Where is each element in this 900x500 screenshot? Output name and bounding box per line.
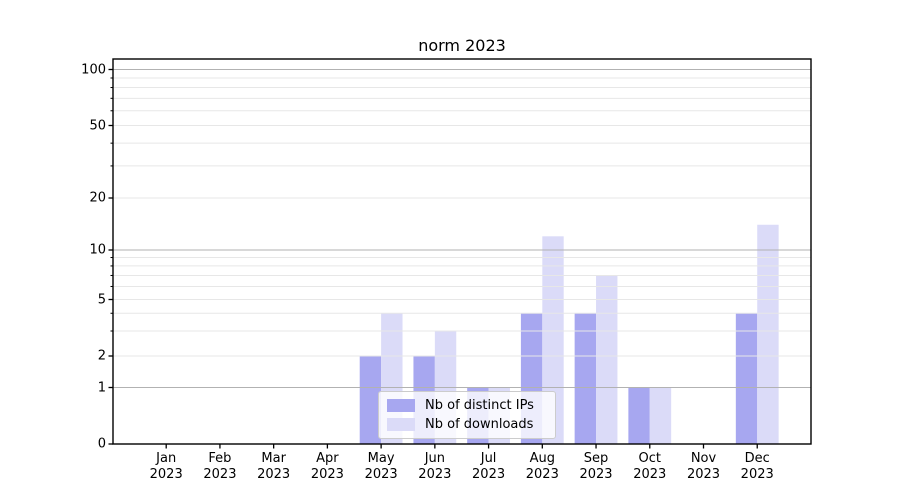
x-tick-label-aug-2023: Aug 2023 [525, 451, 559, 482]
x-tick-label-oct-2023: Oct 2023 [633, 451, 667, 482]
plot-border [112, 58, 812, 445]
legend-swatch-distinct-ips-icon [387, 399, 415, 412]
bar-nb-of-downloads-oct-2023 [649, 387, 672, 444]
x-tick-label-sep-2023: Sep 2023 [579, 451, 613, 482]
y-tick-label-5: 5 [97, 292, 106, 307]
bar-nb-of-distinct-ips-dec-2023 [735, 313, 758, 444]
bar-nb-of-distinct-ips-sep-2023 [574, 313, 597, 444]
bar-nb-of-downloads-sep-2023 [596, 275, 618, 444]
x-tick-label-jan-2023: Jan 2023 [149, 451, 183, 482]
bar-nb-of-distinct-ips-may-2023 [359, 356, 382, 444]
y-tick-label-10: 10 [89, 242, 106, 258]
chart-title: norm 2023 [418, 36, 506, 55]
legend: Nb of distinct IPs Nb of downloads [378, 391, 556, 439]
y-tick-label-0: 0 [97, 436, 106, 452]
y-tick-label-100: 100 [81, 62, 106, 77]
y-tick-label-20: 20 [89, 190, 106, 206]
x-tick-label-jul-2023: Jul 2023 [472, 451, 506, 482]
y-tick-label-2: 2 [97, 348, 106, 364]
legend-label-distinct-ips: Nb of distinct IPs [425, 398, 534, 413]
x-tick-label-nov-2023: Nov 2023 [686, 451, 721, 482]
x-tick-label-feb-2023: Feb 2023 [203, 451, 237, 482]
x-tick-label-mar-2023: Mar 2023 [257, 451, 291, 482]
legend-label-downloads: Nb of downloads [425, 417, 534, 432]
bar-nb-of-downloads-dec-2023 [757, 224, 779, 444]
legend-swatch-downloads-icon [387, 418, 415, 431]
x-tick-label-may-2023: May 2023 [364, 451, 398, 482]
y-tick-label-1: 1 [97, 380, 106, 395]
x-tick-label-dec-2023: Dec 2023 [740, 451, 774, 482]
legend-item-distinct-ips: Nb of distinct IPs [387, 398, 547, 413]
y-tick-label-50: 50 [89, 118, 106, 133]
x-tick-label-apr-2023: Apr 2023 [310, 451, 344, 482]
bar-nb-of-distinct-ips-oct-2023 [628, 387, 650, 444]
x-tick-label-jun-2023: Jun 2023 [418, 451, 452, 482]
legend-item-downloads: Nb of downloads [387, 417, 547, 432]
